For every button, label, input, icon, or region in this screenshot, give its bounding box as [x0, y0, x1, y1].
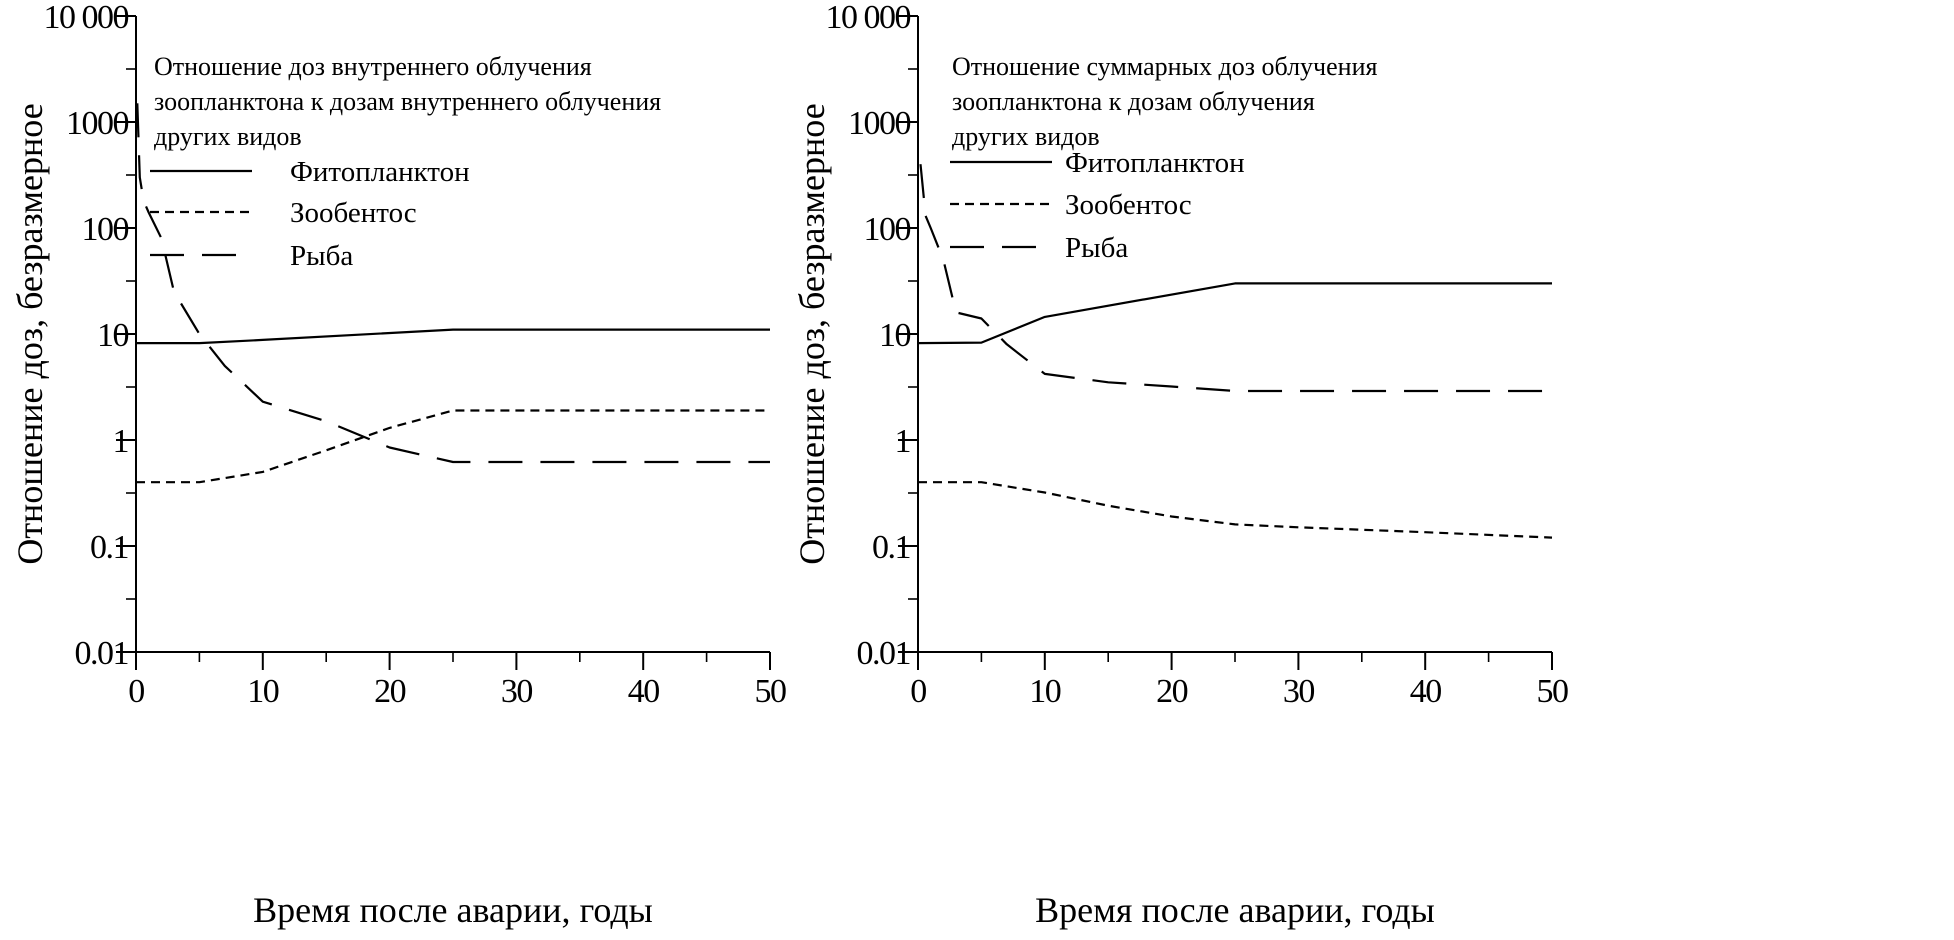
- annotation-line: Отношение суммарных доз облучения: [952, 52, 1377, 81]
- series-line-2: [136, 409, 770, 484]
- legend-label: Зообентос: [290, 197, 417, 229]
- annotation-line: других видов: [952, 122, 1100, 151]
- legend-label: Фитопланктон: [290, 156, 470, 188]
- y-tick-label: 1: [113, 423, 129, 460]
- x-axis-label: Время после аварии, годы: [253, 890, 653, 930]
- series-line-1: [136, 328, 770, 345]
- x-tick-label: 30: [1283, 673, 1315, 710]
- chart-panel-1: 0.01 0.1 1 10 100 1000 10 000 0 10 20 30 40 50 Время …: [10, 0, 788, 930]
- y-tick-label: 10: [879, 317, 911, 354]
- x-tick-label: 40: [1410, 673, 1442, 710]
- annotation-line: зоопланктона к дозам облучения: [952, 87, 1315, 116]
- y-tick-label: 100: [864, 211, 911, 248]
- x-tick-label: 50: [1537, 673, 1569, 710]
- x-tick-label: 40: [628, 673, 660, 710]
- y-tick-label: 1: [895, 423, 911, 460]
- y-tick-label: 0.1: [872, 529, 910, 566]
- annotation-line: других видов: [154, 122, 302, 151]
- y-axis-label: Отношение доз, безразмерное: [792, 103, 832, 564]
- legend-label: Фитопланктон: [1065, 147, 1245, 179]
- x-tick-label: 30: [501, 673, 533, 710]
- y-tick-label: 0.01: [75, 635, 129, 672]
- x-tick-label: 0: [128, 673, 144, 710]
- y-tick-label: 10: [97, 317, 129, 354]
- x-tick-label: 0: [910, 673, 926, 710]
- chart-panel-2: 0.01 0.1 1 10 100 1000 10 000 0 10 20 30 40 50 Время …: [792, 0, 1570, 930]
- y-tick-label: 0.01: [857, 635, 911, 672]
- series-line-3: [919, 164, 1552, 393]
- annotation-line: зоопланктона к дозам внутреннего облучен…: [154, 87, 661, 116]
- y-tick-label: 100: [82, 211, 129, 248]
- legend-label: Рыба: [1065, 232, 1128, 264]
- y-tick-label: 1000: [848, 105, 911, 142]
- x-tick-label: 20: [1156, 673, 1188, 710]
- x-axis-label: Время после аварии, годы: [1035, 890, 1435, 930]
- y-tick-label: 10 000: [826, 0, 911, 36]
- y-tick-label: 0.1: [90, 529, 128, 566]
- y-tick-label: 10 000: [44, 0, 129, 36]
- legend-label: Рыба: [290, 240, 353, 272]
- y-axis-label: Отношение доз, безразмерное: [10, 103, 50, 564]
- series-line-1: [917, 282, 1552, 345]
- annotation-line: Отношение доз внутреннего облучения: [154, 52, 592, 81]
- y-tick-label: 1000: [66, 105, 129, 142]
- series-line-2: [918, 481, 1553, 539]
- x-tick-label: 10: [1029, 673, 1061, 710]
- x-tick-label: 20: [374, 673, 406, 710]
- series-line-3: [136, 103, 770, 464]
- x-tick-label: 50: [755, 673, 787, 710]
- legend-label: Зообентос: [1065, 189, 1192, 221]
- x-tick-label: 10: [247, 673, 279, 710]
